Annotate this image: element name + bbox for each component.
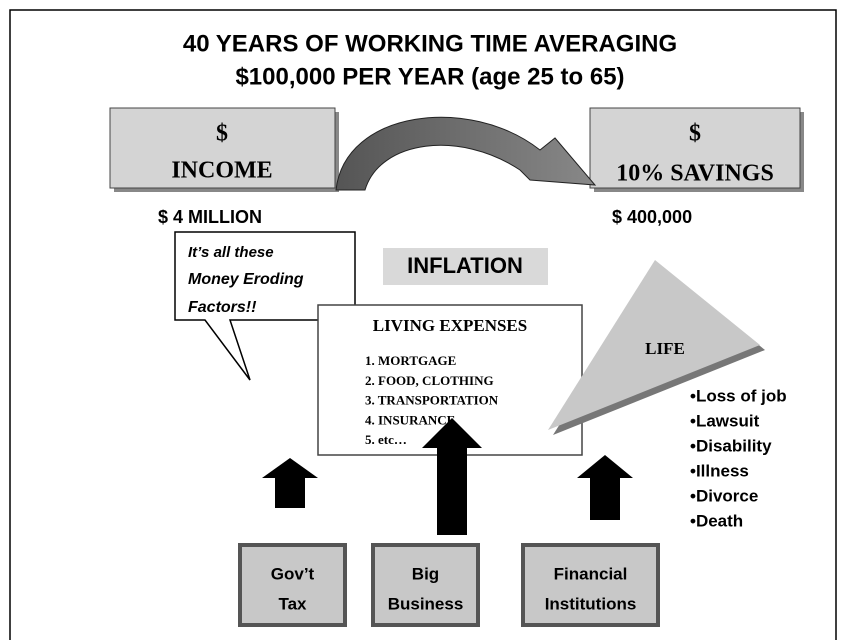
life-item: •Divorce xyxy=(690,486,758,505)
life-list: •Loss of job •Lawsuit •Disability •Illness •… xyxy=(690,386,787,530)
life-item: •Illness xyxy=(690,461,749,480)
frame xyxy=(9,9,837,640)
inflation-box xyxy=(383,248,548,285)
factor-box xyxy=(371,543,480,627)
income-box xyxy=(109,107,336,189)
living-expenses-title: LIVING EXPENSES xyxy=(373,316,527,335)
title: 40 YEARS OF WORKING TIME AVERAGING xyxy=(183,30,677,57)
income-amount: $ 4 MILLION xyxy=(158,207,262,227)
savings-amount: $ 400,000 xyxy=(612,207,692,227)
expense-item: 5. etc… xyxy=(365,432,407,447)
callout-text: Factors!! xyxy=(188,299,257,316)
expense-item: 1. MORTGAGE xyxy=(365,353,456,368)
up-arrow xyxy=(422,418,482,535)
callout-text: It’s all these xyxy=(188,244,274,261)
transfer-arrow xyxy=(335,116,597,191)
factor-box xyxy=(238,543,347,627)
living-expenses-list: 1. MORTGAGE 2. FOOD, CLOTHING 3. TRANSPORT… xyxy=(365,353,499,447)
life-item: •Disability xyxy=(690,436,772,455)
factor-label: Financial xyxy=(554,564,628,583)
expense-item: 4. INSURANCE xyxy=(365,412,455,427)
income-symbol: $ xyxy=(216,121,228,147)
factor-label: Institutions xyxy=(545,594,637,613)
up-arrow xyxy=(262,458,318,508)
savings-symbol: $ xyxy=(689,121,701,147)
callout-text: Money Eroding xyxy=(188,271,304,288)
up-arrow xyxy=(577,455,633,520)
factor-label: Tax xyxy=(278,594,307,613)
factor-label: Big xyxy=(412,564,439,583)
factor-label: Gov’t xyxy=(271,564,315,583)
title: $100,000 PER YEAR (age 25 to 65) xyxy=(235,63,624,90)
life-item: •Death xyxy=(690,511,743,530)
life-triangle xyxy=(548,260,760,430)
expense-item: 3. TRANSPORTATION xyxy=(365,393,499,408)
callout xyxy=(174,231,356,381)
inflation: INFLATION xyxy=(407,253,523,278)
life-label: LIFE xyxy=(645,339,685,358)
income-label: INCOME xyxy=(171,158,272,184)
savings-box xyxy=(589,107,801,189)
life-item: •Loss of job xyxy=(690,386,787,405)
life-item: •Lawsuit xyxy=(690,411,760,430)
factor-boxes: Gov’t Tax Big Business Financial Institutions xyxy=(238,543,660,627)
expense-item: 2. FOOD, CLOTHING xyxy=(365,373,494,388)
savings-label: 10% SAVINGS xyxy=(616,161,774,187)
factor-label: Business xyxy=(388,594,464,613)
factor-box xyxy=(521,543,660,627)
